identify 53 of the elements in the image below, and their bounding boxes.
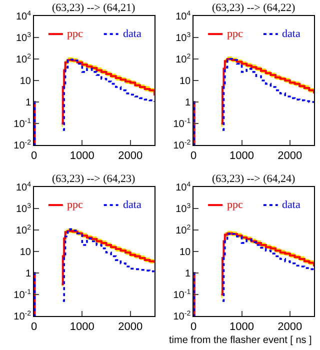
y-tick-label: 10$^{4}$ <box>176 181 191 194</box>
y-tick-label: 10$^{3}$ <box>176 202 191 215</box>
y-tick-label: 10$^{2}$ <box>16 224 32 236</box>
legend-label: data <box>123 199 142 211</box>
y-tick-label: 10$^{-1}$ <box>14 118 32 130</box>
chart-title: (63,23) --> (64,23) <box>52 173 136 185</box>
y-tick-label: 10$^{3}$ <box>16 32 32 44</box>
y-tick-label: 10$^{-2}$ <box>14 139 32 152</box>
y-tick-label: 10$^{-1}$ <box>173 118 191 130</box>
x-tick-label: 0 <box>190 321 197 334</box>
y-tick-label: 10 <box>179 76 192 87</box>
x-axis-title: time from the flasher event [ ns ] <box>169 335 312 346</box>
y-tick-label: 1 <box>185 268 192 280</box>
y-tick-label: 10$^{-1}$ <box>14 288 32 301</box>
x-tick-label: 0 <box>190 150 197 162</box>
x-tick-label: 1000 <box>70 150 94 162</box>
y-tick-label: 1 <box>25 98 32 108</box>
y-tick-label: 10$^{3}$ <box>176 32 191 44</box>
legend-label: ppc <box>67 28 83 40</box>
x-tick-label: 1000 <box>230 150 254 162</box>
x-tick-label: 1000 <box>230 321 254 334</box>
x-tick-label: 1000 <box>70 321 94 334</box>
legend-label: data <box>123 28 142 40</box>
y-tick-label: 10$^{4}$ <box>16 10 32 22</box>
text: ppc <box>227 199 243 211</box>
legend-label: ppc <box>67 199 83 211</box>
y-tick-label: 10$^{-2}$ <box>173 139 191 152</box>
x-tick-label: 0 <box>30 150 38 162</box>
y-tick-label: 10$^{-2}$ <box>173 310 191 322</box>
chart-title: (63,23) --> (64,21) <box>52 2 136 14</box>
y-tick-label: 10$^{2}$ <box>176 53 191 66</box>
chart-title: (63,23) --> (64,22) <box>212 2 296 14</box>
x-tick-label: 0 <box>30 321 38 334</box>
legend-label: data <box>282 28 300 40</box>
x-tick-label: 2000 <box>278 150 302 162</box>
x-tick-label: 2000 <box>278 321 302 334</box>
y-tick-label: 10 <box>20 247 32 258</box>
y-tick-label: 1 <box>185 98 192 108</box>
y-tick-label: 10 <box>179 247 192 258</box>
x-tick-label: 2000 <box>118 150 143 162</box>
y-tick-label: 1 <box>25 268 32 280</box>
y-tick-label: 10 <box>20 76 32 87</box>
y-tick-label: 10$^{4}$ <box>176 10 191 22</box>
y-tick-label: 10$^{3}$ <box>16 202 32 215</box>
y-tick-label: 10$^{-1}$ <box>173 288 191 301</box>
x-tick-label: 2000 <box>118 321 143 334</box>
series-label: ppc <box>227 28 243 40</box>
y-tick-label: 10$^{2}$ <box>176 224 191 236</box>
y-tick-label: 10$^{4}$ <box>16 181 32 194</box>
y-tick-label: 10$^{2}$ <box>16 53 32 66</box>
legend-label: data <box>282 199 300 211</box>
chart-title: (63,23) --> (64,24) <box>212 173 296 185</box>
y-tick-label: 10$^{-2}$ <box>14 310 32 322</box>
